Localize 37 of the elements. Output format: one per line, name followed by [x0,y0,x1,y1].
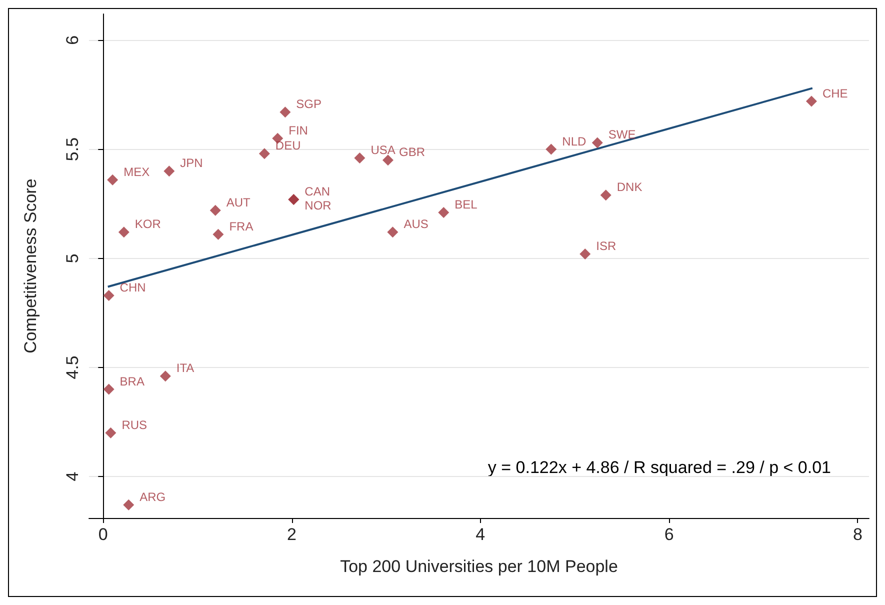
annotation: BEL [454,198,478,212]
annotation: JPN [180,156,203,170]
y-tick-label: 5.5 [63,137,82,162]
annotation: DEU [275,138,301,153]
annotation: DNK [616,180,642,194]
annotation: BRA [120,374,144,388]
annotation: SGP [296,97,322,112]
x-axis-title: Top 200 Universities per 10M People [340,557,618,576]
y-tick-label: 5 [63,254,82,264]
annotation: AUS [404,217,428,232]
annotation: y = 0.122x + 4.86 / R squared = .29 / p < 0.01 [488,458,832,477]
y-tick-label: 4.5 [63,356,82,380]
x-tick-label: 8 [852,525,862,544]
annotation: CHE [822,86,848,100]
annotation: NOR [304,198,332,212]
annotation: GBR [398,145,426,160]
x-tick-label: 0 [98,525,108,544]
annotation: ARG [140,490,166,504]
y-axis-title: Competitiveness Score [21,178,40,354]
annotation: FIN [288,123,308,138]
x-tick-label: 4 [476,525,486,544]
annotation: AUT [226,195,252,210]
annotation: CAN [304,184,330,198]
annotation: FRA [229,219,254,234]
x-tick-label: 2 [287,525,297,544]
annotation: NLD [562,134,586,148]
annotation: ISR [596,239,616,253]
annotation: KOR [134,217,162,232]
annotation: ITA [176,361,194,376]
annotation: SWE [608,128,636,142]
y-tick-label: 6 [63,35,82,45]
y-tick-label: 4 [63,472,82,482]
annotation: USA [370,143,396,157]
annotation: CHN [120,280,146,294]
annotation: MEX [124,164,150,179]
x-tick-label: 6 [664,525,674,544]
annotation: RUS [122,418,148,432]
